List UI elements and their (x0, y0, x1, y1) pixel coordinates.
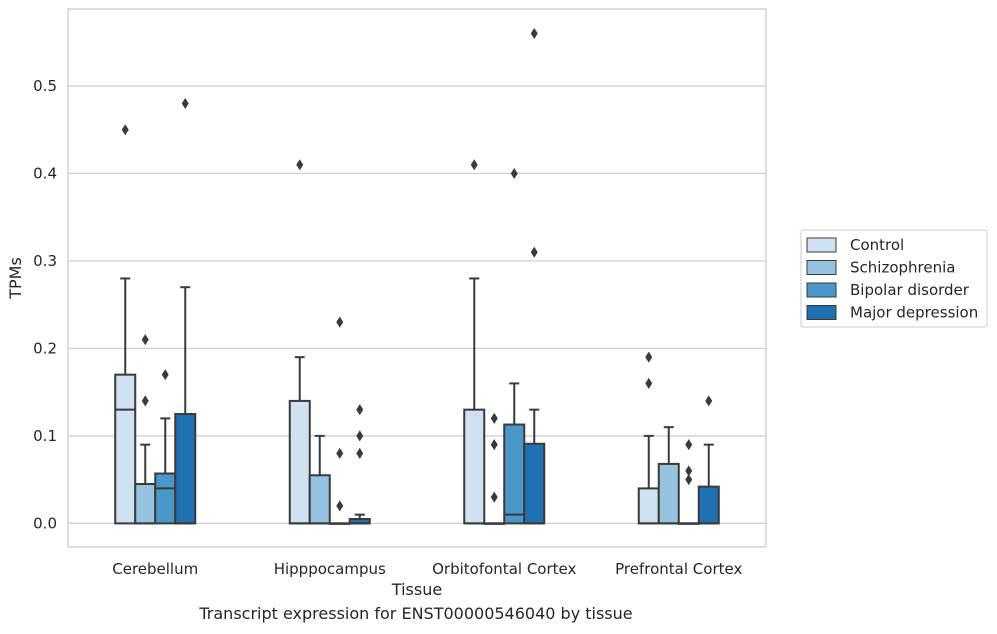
legend-label: Bipolar disorder (850, 281, 970, 299)
box-plot (523, 27, 546, 525)
box-body (637, 487, 660, 525)
outlier-point (356, 430, 364, 442)
x-tick-labels: Cerebellum Hipppocampus Orbitofontal Corte… (112, 560, 742, 578)
outlier-point (530, 246, 538, 258)
box-body (134, 483, 157, 525)
legend: Control Schizophrenia Bipolar disorder Majo… (800, 229, 988, 328)
outlier-point (336, 447, 344, 459)
box-plot (677, 439, 700, 525)
outlier-point (645, 351, 653, 363)
x-tick-label: Orbitofontal Cortex (432, 560, 576, 578)
box-body (463, 408, 486, 525)
box-body (174, 413, 197, 525)
legend-label: Major depression (850, 304, 978, 322)
box-body (697, 485, 720, 525)
plot-frame (67, 8, 767, 548)
box-body (154, 472, 177, 525)
box-plot (288, 159, 311, 525)
outlier-point (645, 377, 653, 389)
x-axis-label: Tissue (391, 580, 442, 599)
box-plot (483, 412, 506, 525)
legend-swatch (806, 237, 837, 253)
box-body (114, 373, 137, 525)
outlier-point (356, 447, 364, 459)
outlier-point (530, 27, 538, 39)
x-tick-label: Hipppocampus (274, 560, 386, 578)
box-plot (114, 124, 137, 525)
box-plot (637, 351, 660, 525)
box-body (523, 442, 546, 525)
box-body (503, 423, 526, 525)
boxes (114, 27, 720, 525)
box-plot (503, 167, 526, 525)
y-tick-labels: 0.0 0.1 0.2 0.3 0.4 0.5 (33, 77, 57, 532)
outlier-point (121, 124, 129, 136)
legend-swatch (806, 282, 837, 298)
box-plot (348, 404, 371, 525)
x-tick-label: Prefrontal Cortex (615, 560, 742, 578)
box-body (308, 474, 331, 525)
box-body (657, 462, 680, 525)
legend-label: Control (850, 236, 904, 254)
box-plot (697, 395, 720, 525)
y-tick-label: 0.1 (33, 427, 57, 445)
box-plot (154, 369, 177, 525)
outlier-point (490, 412, 498, 424)
outlier-point (705, 395, 713, 407)
outlier-point (336, 316, 344, 328)
outlier-point (510, 167, 518, 179)
outlier-point (161, 369, 169, 381)
legend-frame (800, 229, 988, 328)
y-tick-label: 0.0 (33, 514, 57, 532)
y-tick-label: 0.3 (33, 252, 57, 270)
box-body (288, 399, 311, 525)
outlier-point (490, 491, 498, 503)
box-plot (657, 426, 680, 525)
y-tick-label: 0.4 (33, 164, 57, 182)
x-tick-label: Cerebellum (112, 560, 198, 578)
outlier-point (356, 404, 364, 416)
outlier-point (141, 395, 149, 407)
outlier-point (141, 334, 149, 346)
outlier-point (490, 439, 498, 451)
outlier-point (470, 159, 478, 171)
box-plot (174, 97, 197, 525)
y-tick-label: 0.5 (33, 77, 57, 95)
outlier-point (685, 465, 693, 477)
figure-caption: Transcript expression for ENST0000054604… (199, 604, 633, 623)
grid-lines (68, 85, 766, 524)
outlier-point (685, 474, 693, 486)
box-plot (134, 334, 157, 525)
outlier-point (296, 159, 304, 171)
outlier-point (181, 97, 189, 109)
outlier-point (336, 500, 344, 512)
outlier-point (685, 439, 693, 451)
legend-swatch (806, 305, 837, 320)
y-axis-label: TPMs (6, 257, 25, 300)
legend-swatch (806, 260, 837, 275)
box-plot (463, 159, 486, 525)
box-plot (308, 434, 331, 525)
legend-label: Schizophrenia (850, 259, 955, 277)
y-tick-label: 0.2 (33, 339, 57, 357)
box-plot (328, 316, 351, 525)
